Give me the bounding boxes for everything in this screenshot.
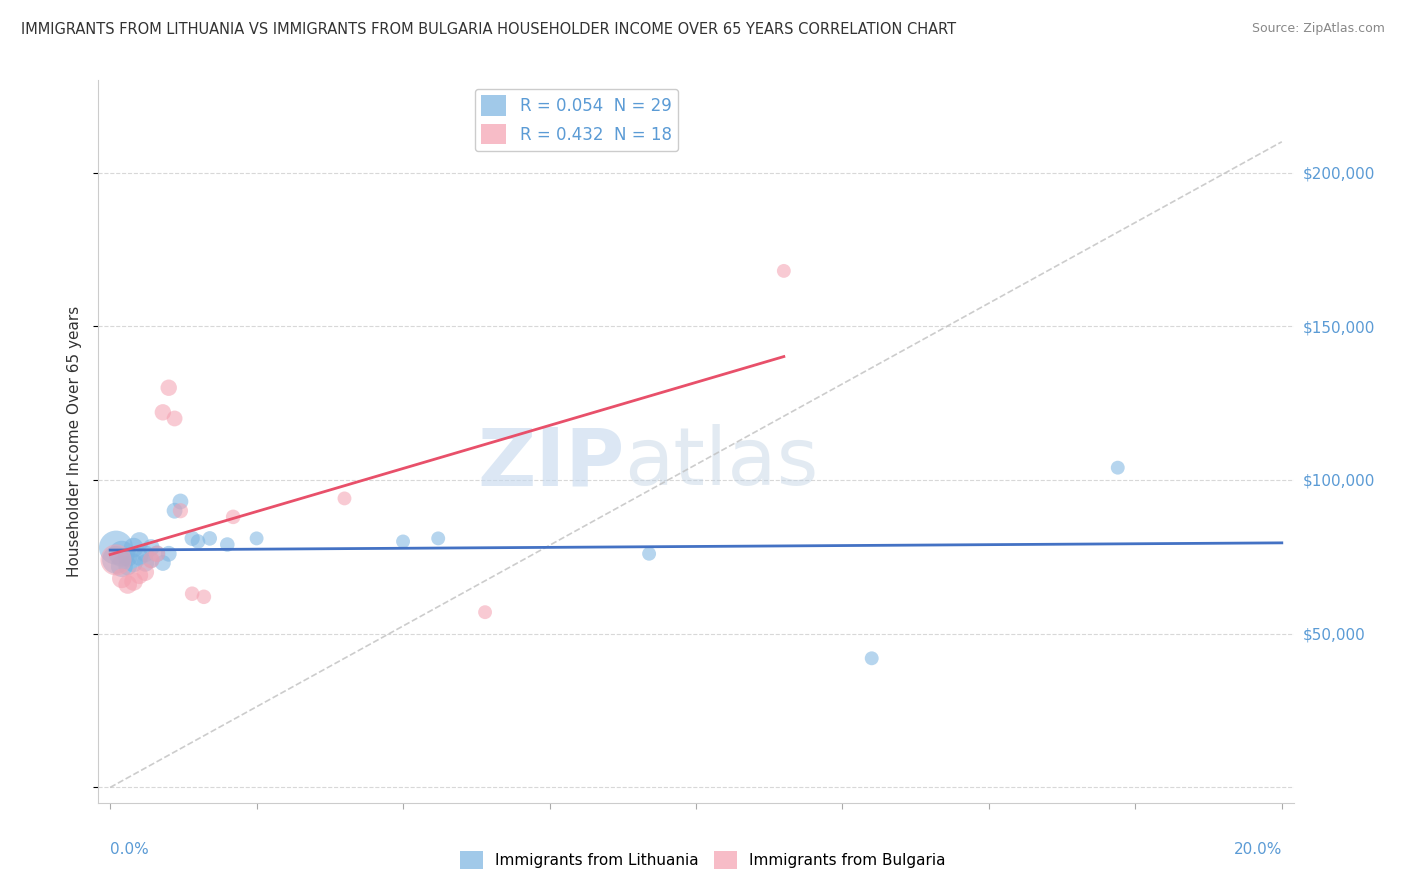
Point <box>181 532 204 546</box>
Point <box>474 605 496 619</box>
Point <box>157 547 180 561</box>
Point <box>105 553 128 567</box>
Text: Source: ZipAtlas.com: Source: ZipAtlas.com <box>1251 22 1385 36</box>
Point <box>128 534 150 549</box>
Point <box>111 571 134 585</box>
Point <box>152 405 174 419</box>
Point <box>198 532 221 546</box>
Point <box>122 574 145 589</box>
Point <box>111 559 134 574</box>
Point <box>169 504 191 518</box>
Point <box>134 556 156 570</box>
Point <box>146 547 169 561</box>
Point <box>246 532 269 546</box>
Point <box>141 541 163 555</box>
Point <box>105 553 128 567</box>
Point <box>333 491 356 506</box>
Point <box>141 553 163 567</box>
Point <box>163 411 186 425</box>
Point <box>222 509 245 524</box>
Point <box>134 565 156 579</box>
Point <box>122 556 145 570</box>
Point <box>128 568 150 582</box>
Point <box>193 590 215 604</box>
Text: atlas: atlas <box>624 425 818 502</box>
Point <box>117 549 139 564</box>
Point <box>122 541 145 555</box>
Point <box>141 553 163 567</box>
Point <box>169 494 191 508</box>
Point <box>117 577 139 591</box>
Point <box>392 534 415 549</box>
Point <box>860 651 883 665</box>
Text: ZIP: ZIP <box>477 425 624 502</box>
Text: 0.0%: 0.0% <box>110 842 149 856</box>
Y-axis label: Householder Income Over 65 years: Householder Income Over 65 years <box>67 306 83 577</box>
Point <box>111 547 134 561</box>
Point <box>773 264 796 278</box>
Legend: R = 0.054  N = 29, R = 0.432  N = 18: R = 0.054 N = 29, R = 0.432 N = 18 <box>475 88 678 151</box>
Point <box>146 547 169 561</box>
Point <box>181 587 204 601</box>
Point <box>217 537 239 551</box>
Point <box>128 549 150 564</box>
Point <box>187 534 209 549</box>
Point <box>105 541 128 555</box>
Point <box>134 547 156 561</box>
Text: IMMIGRANTS FROM LITHUANIA VS IMMIGRANTS FROM BULGARIA HOUSEHOLDER INCOME OVER 65: IMMIGRANTS FROM LITHUANIA VS IMMIGRANTS … <box>21 22 956 37</box>
Point <box>638 547 661 561</box>
Text: 20.0%: 20.0% <box>1233 842 1282 856</box>
Point <box>163 504 186 518</box>
Point <box>427 532 450 546</box>
Legend: Immigrants from Lithuania, Immigrants from Bulgaria: Immigrants from Lithuania, Immigrants fr… <box>454 845 952 875</box>
Point <box>117 559 139 574</box>
Point <box>157 381 180 395</box>
Point <box>152 556 174 570</box>
Point <box>1107 460 1129 475</box>
